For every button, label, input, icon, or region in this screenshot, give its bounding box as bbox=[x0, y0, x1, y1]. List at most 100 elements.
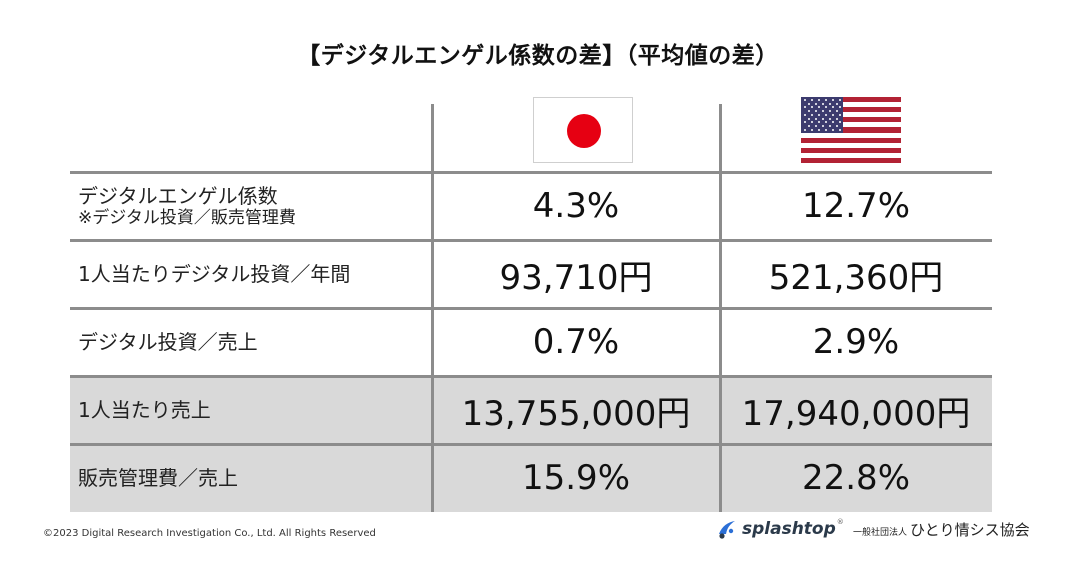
usa-flag-icon bbox=[801, 97, 901, 163]
usa-flag-star bbox=[804, 128, 806, 131]
usa-flag-star bbox=[818, 121, 820, 124]
japan-value: 13,755,000円 bbox=[461, 393, 691, 434]
usa-flag-star bbox=[828, 117, 831, 120]
usa-flag-star bbox=[839, 128, 841, 131]
row-label: デジタルエンゲル係数 ※デジタル投資／販売管理費 bbox=[70, 172, 432, 240]
usa-value: 2.9% bbox=[812, 322, 900, 362]
japan-value: 0.7% bbox=[532, 322, 620, 362]
usa-flag-star bbox=[804, 113, 806, 116]
usa-flag-star bbox=[835, 102, 838, 105]
row-label-sub: ※デジタル投資／販売管理費 bbox=[78, 207, 296, 228]
usa-flag-star bbox=[811, 106, 813, 109]
splashtop-logo: splashtop ® bbox=[716, 518, 844, 540]
usa-flag-star bbox=[818, 128, 820, 131]
japan-value: 15.9% bbox=[521, 458, 630, 498]
usa-flag-star bbox=[814, 117, 817, 120]
usa-flag-star bbox=[839, 113, 841, 116]
usa-flag-star bbox=[804, 106, 806, 109]
splashtop-wordmark: splashtop bbox=[742, 519, 836, 539]
japan-value: 93,710円 bbox=[499, 257, 653, 298]
table-row: デジタルエンゲル係数 ※デジタル投資／販売管理費 4.3% 12.7% bbox=[70, 172, 992, 240]
usa-flag-star bbox=[818, 99, 820, 101]
row-divider bbox=[70, 239, 992, 242]
usa-flag-star bbox=[811, 121, 813, 124]
usa-flag-star bbox=[832, 128, 834, 131]
row-label: 販売管理費／売上 bbox=[78, 466, 238, 490]
usa-flag-star bbox=[828, 102, 831, 105]
row-label-main: デジタルエンゲル係数 bbox=[78, 183, 278, 208]
usa-flag-star bbox=[832, 106, 834, 109]
usa-flag-star bbox=[835, 117, 838, 120]
usa-value: 22.8% bbox=[801, 458, 910, 498]
usa-flag-stripe bbox=[801, 122, 901, 128]
row-divider bbox=[70, 443, 992, 446]
usa-flag-stripe bbox=[801, 127, 901, 133]
japan-flag-icon bbox=[533, 97, 633, 163]
row-label: デジタル投資／売上 bbox=[78, 330, 258, 354]
usa-flag-star bbox=[835, 110, 838, 113]
usa-flag-star bbox=[814, 102, 817, 105]
table-row: 販売管理費／売上 15.9% 22.8% bbox=[70, 444, 992, 512]
table-row: 1人当たり売上 13,755,000円 17,940,000円 bbox=[70, 376, 992, 444]
usa-flag-stripe bbox=[801, 157, 901, 163]
japan-value: 4.3% bbox=[532, 186, 620, 226]
usa-flag-star bbox=[825, 113, 827, 116]
association-name: ひとり情シス協会 bbox=[910, 521, 1030, 539]
usa-flag-star bbox=[832, 121, 834, 124]
usa-flag-star bbox=[804, 121, 806, 124]
usa-flag-star bbox=[807, 117, 810, 120]
usa-flag-stripe bbox=[801, 102, 901, 108]
usa-flag-star bbox=[807, 124, 810, 127]
usa-flag-star bbox=[818, 106, 820, 109]
usa-flag-star bbox=[811, 99, 813, 101]
page-title: 【デジタルエンゲル係数の差】（平均値の差） bbox=[297, 43, 779, 69]
usa-flag-star bbox=[821, 124, 824, 127]
usa-flag-stripe bbox=[801, 107, 901, 113]
usa-flag-star bbox=[821, 102, 824, 105]
association-type: 一般社団法人 bbox=[853, 528, 908, 538]
usa-flag-star bbox=[832, 113, 834, 116]
usa-flag-star bbox=[804, 99, 806, 101]
usa-flag-star bbox=[821, 110, 824, 113]
usa-flag-star bbox=[807, 102, 810, 105]
usa-flag-stripe bbox=[801, 152, 901, 158]
usa-flag-star bbox=[828, 110, 831, 113]
usa-flag-star bbox=[832, 99, 834, 101]
table-row: 1人当たりデジタル投資／年間 93,710円 521,360円 bbox=[70, 240, 992, 308]
row-label: 1人当たり売上 bbox=[78, 398, 211, 422]
usa-flag-stripe bbox=[801, 117, 901, 123]
usa-flag-stripe bbox=[801, 97, 901, 103]
row-divider bbox=[70, 307, 992, 310]
usa-flag-star bbox=[839, 121, 841, 124]
usa-flag-star bbox=[811, 128, 813, 131]
splashtop-tm: ® bbox=[836, 518, 844, 526]
usa-flag-star bbox=[807, 110, 810, 113]
usa-flag-star bbox=[828, 124, 831, 127]
column-divider bbox=[431, 104, 434, 512]
usa-flag-stripe bbox=[801, 112, 901, 118]
row-divider bbox=[70, 171, 992, 174]
usa-flag-stripe bbox=[801, 147, 901, 153]
usa-flag-star bbox=[835, 124, 838, 127]
usa-flag-star bbox=[821, 117, 824, 120]
usa-flag-star bbox=[825, 106, 827, 109]
usa-flag-star bbox=[825, 121, 827, 124]
splashtop-mark-icon bbox=[719, 521, 735, 539]
copyright-text: ©2023 Digital Research Investigation Co.… bbox=[43, 528, 376, 539]
table-row: デジタル投資／売上 0.7% 2.9% bbox=[70, 308, 992, 376]
japan-flag-disc bbox=[567, 114, 601, 148]
row-divider bbox=[70, 375, 992, 378]
usa-flag-star bbox=[825, 128, 827, 131]
row-label: 1人当たりデジタル投資／年間 bbox=[78, 262, 351, 286]
usa-flag-stripe bbox=[801, 132, 901, 138]
usa-value: 17,940,000円 bbox=[741, 393, 971, 434]
usa-flag-star bbox=[814, 110, 817, 113]
association-logo: 一般社団法人 ひとり情シス協会 bbox=[853, 519, 1030, 540]
usa-flag-stripe bbox=[801, 142, 901, 148]
usa-flag-star bbox=[839, 99, 841, 101]
usa-flag-star bbox=[814, 124, 817, 127]
usa-flag-star bbox=[818, 113, 820, 116]
usa-flag-star bbox=[839, 106, 841, 109]
usa-flag-stripe bbox=[801, 137, 901, 143]
usa-value: 12.7% bbox=[801, 186, 910, 226]
